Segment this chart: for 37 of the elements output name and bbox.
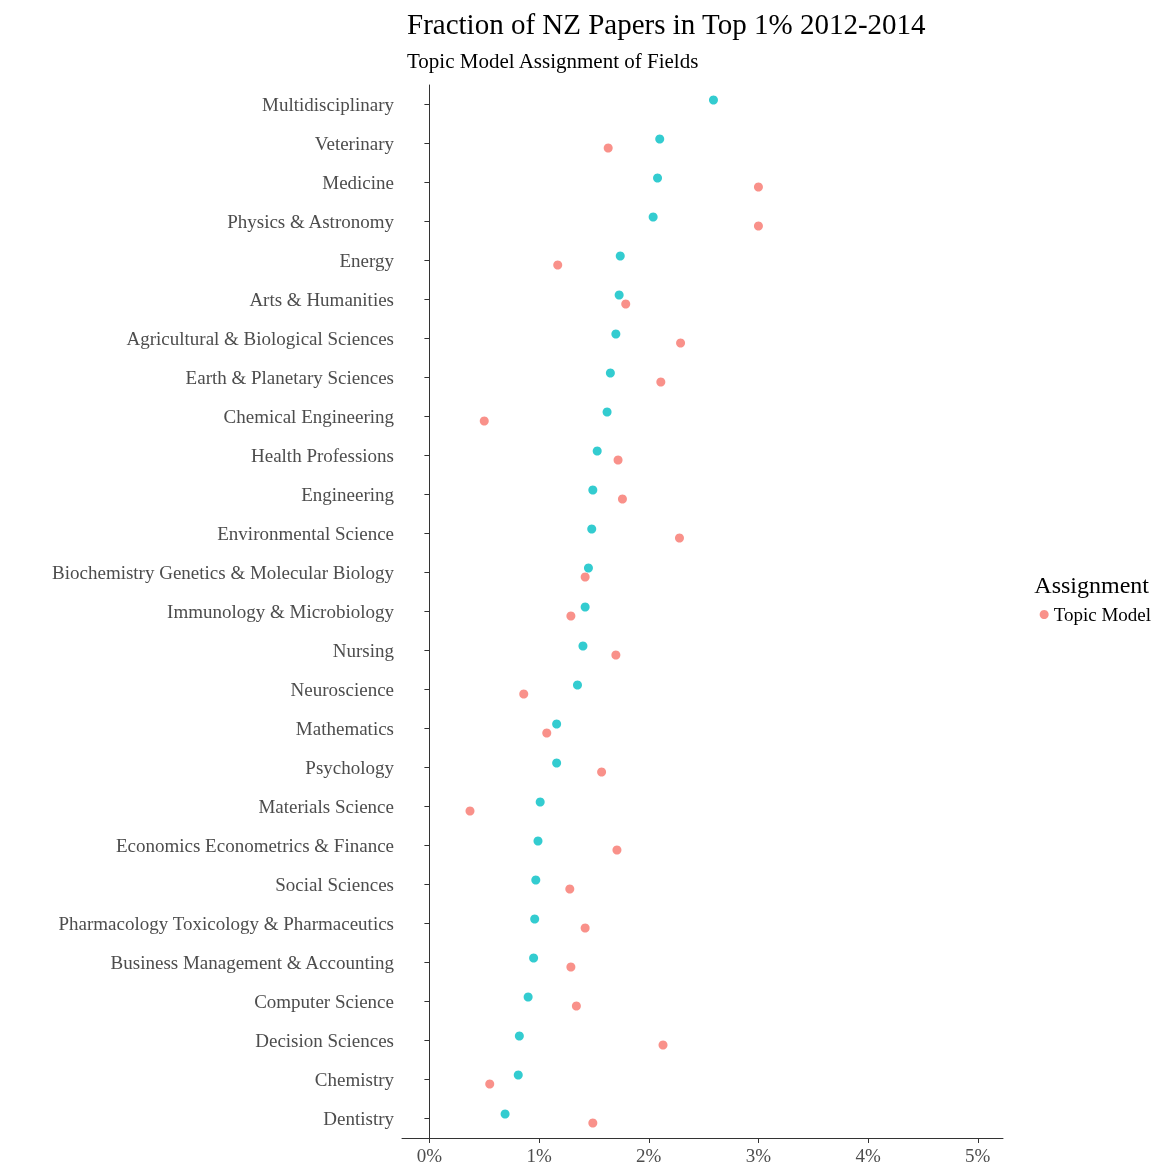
y-tick-label: Economics Econometrics & Finance — [115, 835, 394, 856]
y-tick-label: Environmental Science — [217, 523, 394, 544]
y-tick-label: Earth & Planetary Sciences — [185, 367, 394, 388]
legend-label: Topic Model — [1053, 604, 1152, 625]
y-tick-label: Decision Sciences — [255, 1030, 394, 1051]
y-tick-label: Business Management & Accounting — [110, 952, 395, 973]
x-tick-label: 5% — [965, 1145, 991, 1166]
y-tick-label: Neuroscience — [290, 679, 394, 700]
y-tick-label: Pharmacology Toxicology & Pharmaceutics — [58, 913, 394, 934]
y-tick-label: Physics & Astronomy — [227, 211, 395, 232]
legend-title: Assignment — [1034, 572, 1150, 598]
y-tick-label: Arts & Humanities — [249, 289, 394, 310]
y-tick-label: Computer Science — [254, 991, 394, 1012]
y-tick-label: Biochemistry Genetics & Molecular Biology — [52, 562, 395, 583]
y-tick-label: Chemistry — [314, 1069, 395, 1090]
x-tick-label: 4% — [855, 1145, 881, 1166]
y-tick-label: Medicine — [322, 172, 394, 193]
y-tick-label: Agricultural & Biological Sciences — [126, 328, 394, 349]
x-tick-label: 2% — [636, 1145, 662, 1166]
y-tick-label: Engineering — [301, 484, 395, 505]
y-tick-label: Social Sciences — [275, 874, 394, 895]
y-tick-label: Dentistry — [323, 1108, 395, 1129]
x-tick-label: 3% — [745, 1145, 772, 1166]
y-tick-label: Materials Science — [258, 796, 394, 817]
y-tick-label: Psychology — [305, 757, 395, 778]
x-tick-label: 1% — [526, 1145, 552, 1166]
x-tick-label: 0% — [416, 1145, 443, 1166]
chart-title: Fraction of NZ Papers in Top 1% 2012-2014 — [407, 7, 927, 40]
y-tick-label: Multidisciplinary — [262, 94, 395, 115]
y-tick-label: Mathematics — [295, 718, 394, 739]
y-tick-label: Energy — [339, 250, 395, 271]
y-tick-label: Veterinary — [314, 133, 395, 154]
y-tick-label: Chemical Engineering — [223, 406, 395, 427]
chart-subtitle: Topic Model Assignment of Fields — [407, 48, 699, 73]
y-tick-label: Health Professions — [250, 445, 394, 466]
y-tick-label: Immunology & Microbiology — [167, 601, 395, 622]
y-tick-label: Nursing — [332, 640, 395, 661]
